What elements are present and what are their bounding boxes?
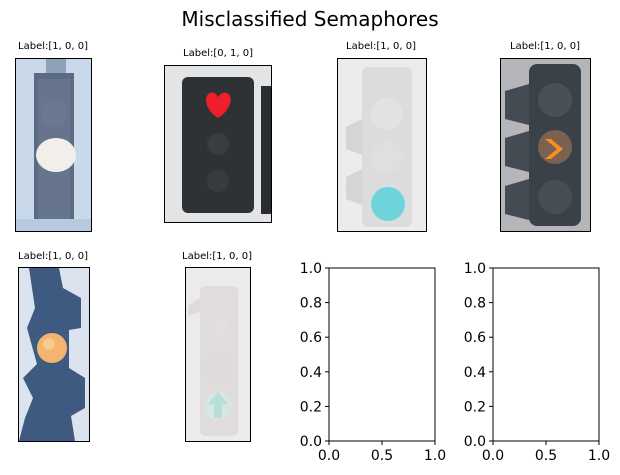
- figure-title: Misclassified Semaphores: [181, 7, 439, 31]
- panel-label: Label:[0, 1, 0]: [183, 48, 253, 59]
- y-tick-label: 0.4: [300, 365, 322, 381]
- y-tick-label: 0.0: [300, 434, 322, 450]
- traffic-light-image: [185, 267, 251, 442]
- y-tick-label: 0.6: [300, 330, 322, 346]
- y-tick-label: 0.0: [464, 434, 486, 450]
- y-tick-label: 0.6: [464, 330, 486, 346]
- traffic-light-image: [18, 267, 90, 442]
- y-tick-label: 0.8: [300, 296, 322, 312]
- panel-label: Label:[1, 0, 0]: [510, 41, 580, 52]
- panel-label: Label:[1, 0, 0]: [18, 41, 88, 52]
- y-tick-label: 0.4: [464, 365, 486, 381]
- y-tick-label: 0.2: [464, 399, 486, 415]
- traffic-light-image: [164, 65, 272, 223]
- panel-label: Label:[1, 0, 0]: [18, 251, 88, 262]
- traffic-light-image: [15, 58, 92, 232]
- traffic-light-image: [500, 58, 591, 232]
- x-tick-label: 0.5: [371, 448, 393, 464]
- x-tick-label: 0.5: [535, 448, 557, 464]
- x-tick-label: 1.0: [588, 448, 610, 464]
- y-tick-label: 1.0: [300, 261, 322, 277]
- y-tick-label: 0.2: [300, 399, 322, 415]
- x-tick-label: 0.0: [482, 448, 504, 464]
- y-tick-label: 1.0: [464, 261, 486, 277]
- axes-frame: [492, 267, 600, 442]
- panel-label: Label:[1, 0, 0]: [182, 251, 252, 262]
- x-tick-label: 0.0: [318, 448, 340, 464]
- traffic-light-image: [337, 58, 427, 232]
- panel-label: Label:[1, 0, 0]: [346, 41, 416, 52]
- axes-frame: [328, 267, 436, 442]
- x-tick-label: 1.0: [424, 448, 446, 464]
- y-tick-label: 0.8: [464, 296, 486, 312]
